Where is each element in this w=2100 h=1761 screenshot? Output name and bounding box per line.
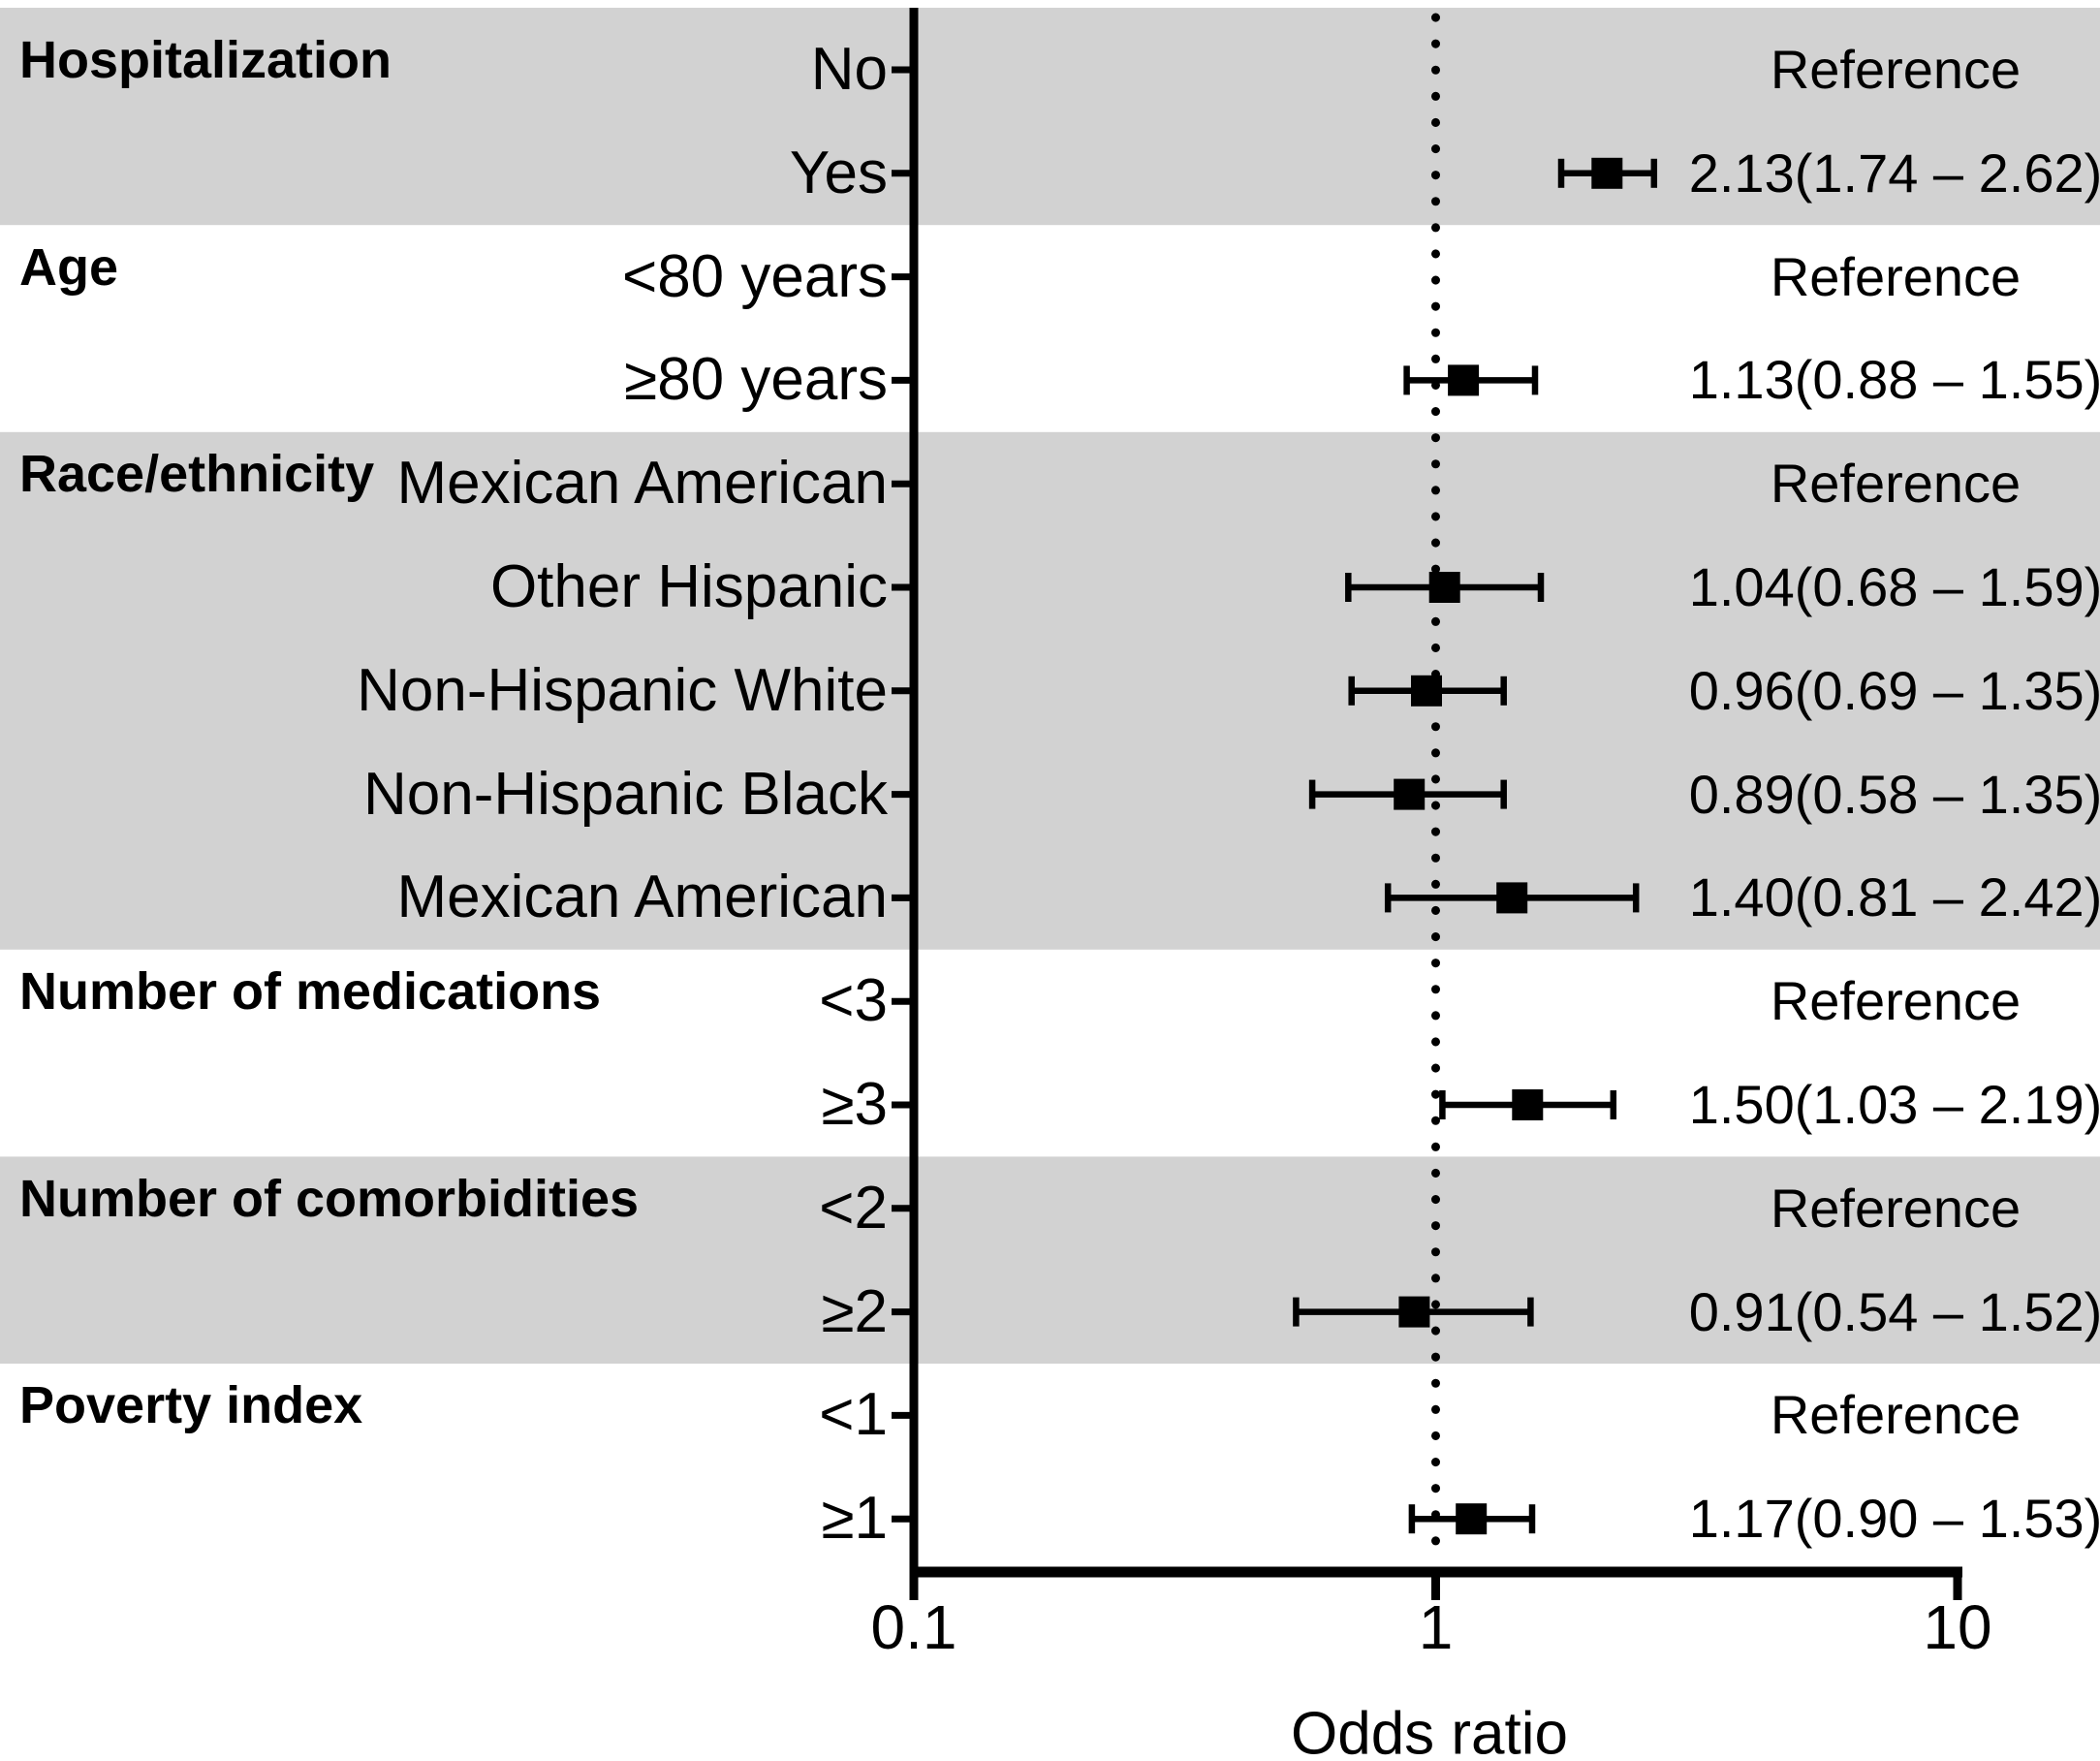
value-label-2-4: 1.40(0.81 – 2.42) bbox=[1688, 866, 2100, 928]
value-label-5-0: Reference bbox=[1770, 1384, 2022, 1446]
or-marker bbox=[1456, 1503, 1488, 1535]
value-label-2-1: 1.04(0.68 – 1.59) bbox=[1688, 556, 2100, 617]
row-label-0-0: No bbox=[810, 36, 888, 103]
value-label-3-0: Reference bbox=[1770, 970, 2022, 1032]
errorbar-group-3-row-1 bbox=[1439, 1089, 1617, 1120]
group-label-0: Hospitalization bbox=[19, 31, 392, 89]
row-label-2-1: Other Hispanic bbox=[489, 553, 888, 620]
or-marker bbox=[1394, 778, 1426, 810]
value-label-2-2: 0.96(0.69 – 1.35) bbox=[1688, 659, 2100, 721]
row-label-0-1: Yes bbox=[789, 139, 888, 206]
value-label-5-1: 1.17(0.90 – 1.53) bbox=[1688, 1488, 2100, 1550]
errorbar-group-2-row-4 bbox=[1384, 882, 1640, 914]
errorbar-group-2-row-3 bbox=[1308, 778, 1507, 810]
row-label-2-0: Mexican American bbox=[396, 450, 888, 518]
row-label-2-4: Mexican American bbox=[396, 864, 888, 931]
or-marker bbox=[1591, 157, 1623, 189]
value-label-1-1: 1.13(0.88 – 1.55) bbox=[1688, 349, 2100, 411]
row-label-1-0: <80 years bbox=[621, 242, 888, 310]
or-marker bbox=[1512, 1089, 1544, 1120]
band-2 bbox=[0, 431, 2100, 950]
row-label-2-3: Non-Hispanic Black bbox=[363, 760, 888, 828]
or-marker bbox=[1448, 364, 1480, 396]
or-marker bbox=[1411, 675, 1442, 707]
errorbar-group-0-row-1 bbox=[1557, 157, 1658, 189]
value-label-0-0: Reference bbox=[1770, 39, 2022, 100]
value-label-4-0: Reference bbox=[1770, 1177, 2022, 1239]
group-label-2: Race/ethnicity bbox=[19, 445, 375, 504]
errorbar-group-2-row-2 bbox=[1348, 675, 1507, 707]
or-marker bbox=[1398, 1296, 1430, 1328]
band-0 bbox=[0, 8, 2100, 226]
group-label-3: Number of medications bbox=[19, 962, 602, 1022]
errorbar-group-4-row-1 bbox=[1293, 1296, 1534, 1328]
value-label-3-1: 1.50(1.03 – 2.19) bbox=[1688, 1074, 2100, 1135]
value-label-4-1: 0.91(0.54 – 1.52) bbox=[1688, 1280, 2100, 1342]
value-label-2-3: 0.89(0.58 – 1.35) bbox=[1688, 763, 2100, 825]
x-axis-title: Odds ratio bbox=[1290, 1700, 1569, 1761]
group-label-5: Poverty index bbox=[19, 1376, 363, 1435]
group-label-1: Age bbox=[19, 237, 119, 297]
x-tick-label-1: 1 bbox=[1418, 1592, 1454, 1662]
group-label-4: Number of comorbidities bbox=[19, 1169, 640, 1228]
errorbar-group-1-row-1 bbox=[1403, 364, 1539, 396]
x-tick-label-0: 0.1 bbox=[870, 1592, 957, 1662]
band-4 bbox=[0, 1156, 2100, 1364]
value-label-1-0: Reference bbox=[1770, 245, 2022, 307]
errorbar-group-2-row-1 bbox=[1345, 572, 1545, 603]
row-label-2-2: Non-Hispanic White bbox=[357, 656, 888, 724]
row-label-5-1: ≥1 bbox=[821, 1485, 888, 1553]
row-label-3-0: <3 bbox=[819, 967, 888, 1035]
or-marker bbox=[1428, 572, 1460, 603]
errorbar-group-5-row-1 bbox=[1408, 1503, 1536, 1535]
x-tick-label-2: 10 bbox=[1923, 1592, 1992, 1662]
value-label-2-0: Reference bbox=[1770, 453, 2022, 515]
value-label-0-1: 2.13(1.74 – 2.62) bbox=[1688, 142, 2100, 204]
row-label-4-1: ≥2 bbox=[821, 1277, 888, 1345]
or-marker bbox=[1496, 882, 1528, 914]
row-label-3-1: ≥3 bbox=[821, 1071, 888, 1138]
row-label-1-1: ≥80 years bbox=[624, 346, 888, 414]
row-label-5-0: <1 bbox=[819, 1381, 888, 1449]
row-label-4-0: <2 bbox=[819, 1174, 888, 1242]
